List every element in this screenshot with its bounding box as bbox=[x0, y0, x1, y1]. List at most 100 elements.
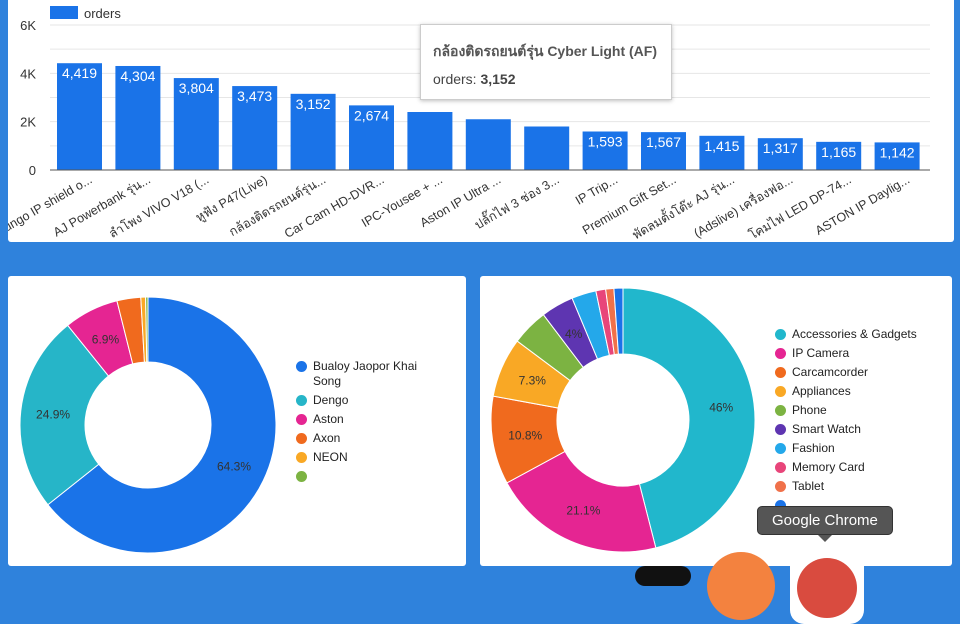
legend-label: IP Camera bbox=[792, 346, 850, 360]
legend-item[interactable]: Bualoy Jaopor Khai Song bbox=[296, 359, 436, 389]
legend-color-dot bbox=[296, 471, 307, 482]
legend-color-dot bbox=[775, 348, 786, 359]
slice-label: 7.3% bbox=[519, 373, 547, 387]
tooltip-value: orders: 3,152 bbox=[433, 71, 516, 87]
legend-item[interactable]: Accessories & Gadgets bbox=[775, 327, 945, 342]
bar-data-label: 1,415 bbox=[704, 138, 739, 154]
x-tick-label: ลำโพง VIVO V18 (... bbox=[106, 172, 211, 241]
legend-item[interactable] bbox=[775, 498, 945, 511]
legend-label: Tablet bbox=[792, 479, 825, 493]
bar bbox=[232, 86, 278, 170]
slice-label: 21.1% bbox=[566, 504, 600, 518]
legend-color-dot bbox=[775, 405, 786, 416]
bar-data-label: 3,473 bbox=[237, 88, 272, 104]
legend-item[interactable]: Phone bbox=[775, 403, 945, 418]
brand-pie-card: 64.3% 24.9% 6.9% Bualoy Jaopor Khai Song De… bbox=[8, 276, 466, 566]
legend-item[interactable]: Dengo bbox=[296, 393, 436, 408]
slice-label: 64.3% bbox=[217, 459, 251, 473]
bar-data-label: 1,567 bbox=[646, 134, 681, 150]
legend-color-dot bbox=[775, 424, 786, 435]
bar bbox=[115, 65, 161, 170]
x-tick-label: พัดลมตั้งโต๊ะ AJ รุ่น... bbox=[629, 170, 738, 242]
bar bbox=[641, 132, 686, 170]
legend-color-dot bbox=[775, 462, 786, 473]
legend-item[interactable]: Memory Card bbox=[775, 460, 945, 475]
legend-item[interactable] bbox=[296, 469, 436, 482]
bar-data-label: 1,142 bbox=[880, 144, 915, 160]
slice-label: 24.9% bbox=[36, 408, 70, 422]
chrome-dock-icon[interactable] bbox=[790, 550, 864, 624]
bar bbox=[57, 63, 102, 170]
bar bbox=[349, 105, 394, 170]
legend-item[interactable]: Carcamcorder bbox=[775, 365, 945, 380]
bar bbox=[699, 135, 745, 170]
legend-label: Aston bbox=[313, 412, 344, 426]
bar bbox=[465, 119, 511, 170]
legend-label: Bualoy Jaopor Khai Song bbox=[313, 359, 418, 388]
bar bbox=[816, 141, 862, 170]
x-tick-label: (Adslive) เครื่องฟอ... bbox=[690, 171, 795, 241]
x-tick-label: Car Cam HD-DVR... bbox=[282, 172, 386, 240]
bar bbox=[173, 78, 219, 170]
x-tick-label: AJ Powerbank รุ่น... bbox=[51, 172, 154, 240]
bar-data-label: 4,304 bbox=[120, 68, 155, 84]
legend-label: Phone bbox=[792, 403, 827, 417]
bar-data-label: 1,317 bbox=[763, 140, 798, 156]
bar bbox=[874, 142, 920, 170]
legend-color-dot bbox=[775, 481, 786, 492]
legend-item[interactable]: Smart Watch bbox=[775, 422, 945, 437]
legend-color-dot bbox=[775, 367, 786, 378]
legend-label: NEON bbox=[313, 450, 348, 464]
category-pie-card: 46% 21.1% 10.8% 7.3% 4% Accessories & Gadget… bbox=[480, 276, 952, 566]
dock-app-icon[interactable] bbox=[635, 566, 691, 586]
x-tick-label: IP Trip... bbox=[573, 172, 620, 207]
legend-color-dot bbox=[775, 386, 786, 397]
bar bbox=[757, 138, 803, 170]
bar bbox=[524, 126, 570, 170]
legend-color-dot bbox=[775, 329, 786, 340]
legend-item[interactable]: Appliances bbox=[775, 384, 945, 399]
brand-legend: Bualoy Jaopor Khai Song Dengo Aston Axon NEO… bbox=[296, 359, 436, 486]
chart-tooltip: กล้องติดรถยนต์รุ่น Cyber Light (AF) orde… bbox=[420, 24, 672, 100]
legend-item[interactable]: IP Camera bbox=[775, 346, 945, 361]
tooltip-number: 3,152 bbox=[480, 71, 516, 87]
dock-app-icon[interactable] bbox=[707, 552, 775, 620]
slice-label: 4% bbox=[565, 327, 583, 341]
x-tick-label: ASTON IP Daylig... bbox=[813, 172, 912, 237]
legend-item[interactable]: Aston bbox=[296, 412, 436, 427]
pie-slice bbox=[506, 450, 657, 553]
bar-data-label: 4,419 bbox=[62, 65, 97, 81]
pie-slice bbox=[19, 324, 110, 506]
legend-item[interactable]: Axon bbox=[296, 431, 436, 446]
bar bbox=[290, 93, 336, 170]
brand-donut-chart: 64.3% 24.9% 6.9% bbox=[19, 296, 277, 554]
legend-color-dot bbox=[296, 452, 307, 463]
pie-slice bbox=[613, 287, 624, 355]
legend-label: Carcamcorder bbox=[792, 365, 869, 379]
legend-item[interactable]: NEON bbox=[296, 450, 436, 465]
tooltip-title: กล้องติดรถยนต์รุ่น Cyber Light (AF) bbox=[433, 43, 657, 59]
legend-color-dot bbox=[296, 395, 307, 406]
legend-label: Accessories & Gadgets bbox=[792, 327, 917, 341]
category-donut-chart: 46% 21.1% 10.8% 7.3% 4% bbox=[490, 287, 756, 553]
legend-color-dot bbox=[296, 414, 307, 425]
pie-slice bbox=[47, 296, 277, 554]
legend-label: Axon bbox=[313, 431, 341, 445]
bar bbox=[582, 131, 628, 170]
legend-color-dot bbox=[775, 500, 786, 511]
bar-data-label: 1,165 bbox=[821, 144, 856, 160]
y-tick-label: 0 bbox=[29, 163, 36, 178]
slice-label: 10.8% bbox=[508, 428, 542, 442]
legend-label: orders bbox=[84, 6, 121, 21]
legend-item[interactable]: Fashion bbox=[775, 441, 945, 456]
bar bbox=[407, 112, 453, 170]
tooltip-label: orders: bbox=[433, 71, 481, 87]
legend-color-dot bbox=[296, 433, 307, 444]
dock-tooltip: Google Chrome bbox=[757, 506, 893, 542]
category-legend: Accessories & Gadgets IP Camera Carcamcord… bbox=[775, 327, 945, 515]
legend-label: Appliances bbox=[792, 384, 851, 398]
legend-color-dot bbox=[775, 443, 786, 454]
slice-label: 46% bbox=[709, 401, 733, 415]
legend-item[interactable]: Tablet bbox=[775, 479, 945, 494]
legend-swatch bbox=[50, 6, 78, 19]
